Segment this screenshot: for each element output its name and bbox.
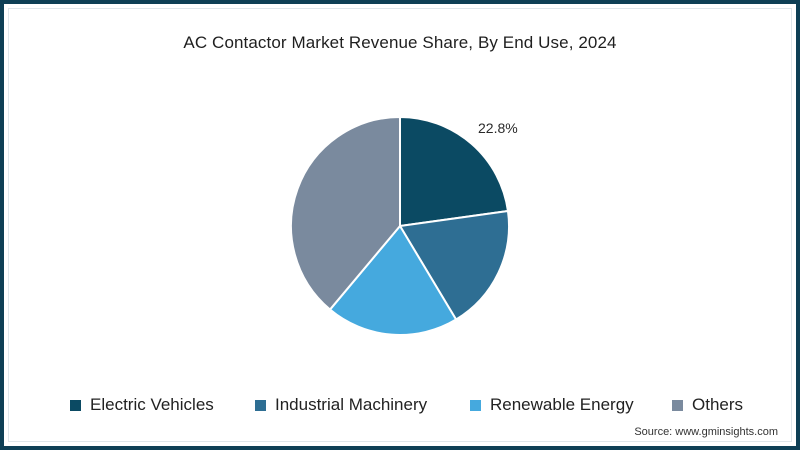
pie-slices (290, 116, 510, 336)
legend-swatch-icon (672, 399, 683, 411)
pie-slice-industrial-machinery (399, 209, 510, 321)
pie-slice-others (290, 116, 401, 311)
legend-swatch-icon (255, 399, 266, 411)
legend: Electric Vehicles Industrial Machinery R… (0, 395, 800, 417)
legend-label: Others (692, 395, 744, 414)
legend-swatch-icon (70, 399, 81, 411)
pie-slice-renewable-energy (328, 225, 458, 336)
legend-swatch-icon (470, 399, 481, 411)
legend-label: Renewable Energy (490, 395, 634, 414)
pie-slice-electric-vehicles (399, 116, 509, 227)
slice-label-electric-vehicles: 22.8% (478, 120, 518, 136)
legend-item-others: Others (672, 395, 743, 415)
source-note: Source: www.gminsights.com (634, 426, 778, 438)
legend-item-renewable-energy: Renewable Energy (470, 395, 634, 415)
chart-title: AC Contactor Market Revenue Share, By En… (183, 33, 617, 52)
legend-label: Electric Vehicles (90, 395, 214, 414)
legend-label: Industrial Machinery (275, 395, 428, 414)
legend-item-industrial-machinery: Industrial Machinery (255, 395, 427, 415)
legend-item-electric-vehicles: Electric Vehicles (70, 395, 214, 415)
